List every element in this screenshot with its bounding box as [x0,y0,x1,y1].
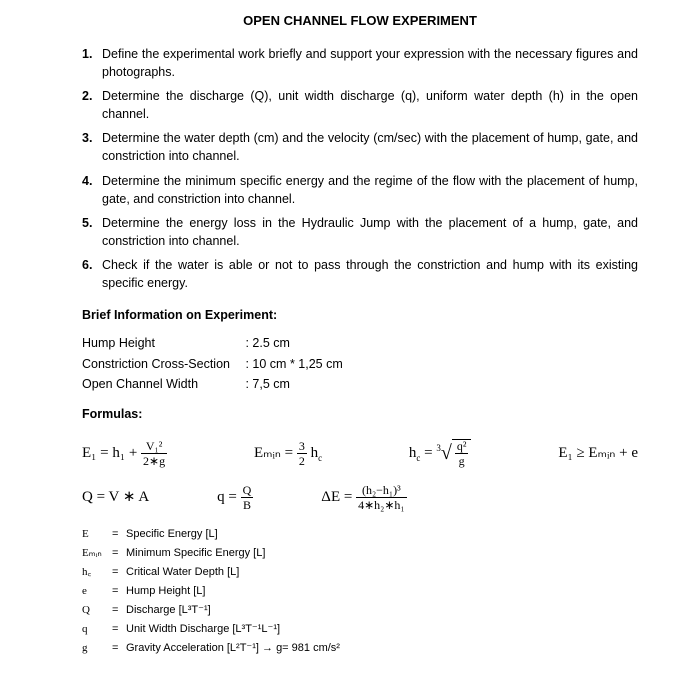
fraction-num: 3 [297,440,307,454]
fraction-num: V₁² [141,440,167,454]
task-item: Define the experimental work briefly and… [82,45,638,81]
param-row: Constriction Cross-Section : 10 cm * 1,2… [82,355,638,373]
param-row: Open Channel Width : 7,5 cm [82,375,638,393]
def-symbol: e [82,584,112,600]
formula-hc: hc = 3√q²g [409,439,472,468]
def-symbol: Eₘᵢₙ [82,546,112,562]
fraction-den: 2∗g [141,454,167,467]
def-text: Critical Water Depth [L] [126,566,239,578]
def-eq: = [112,565,126,581]
def-eq: = [112,584,126,600]
param-value: : 7,5 cm [245,377,289,391]
definition-row: e=Hump Height [L] [82,584,638,600]
definition-row: g=Gravity Acceleration [L²T⁻¹] → g= 981 … [82,641,638,657]
formula-condition: E₁ ≥ Eₘᵢₙ + e [558,443,638,465]
formula-text: h [307,445,318,461]
fraction-num: (h₂−h₁)³ [356,484,406,498]
formula-text: = [420,445,436,461]
definition-row: q=Unit Width Discharge [L³T⁻¹L⁻¹] [82,622,638,638]
formula-de: ΔE = (h₂−h₁)³4∗h₂∗h₁ [321,484,406,511]
task-item: Determine the energy loss in the Hydraul… [82,214,638,250]
def-symbol: Q [82,603,112,619]
def-eq: = [112,527,126,543]
formula-emin: Eₘᵢₙ = 32 hc [254,440,322,467]
formula-e1: E₁ = h₁ + V₁²2∗g [82,440,167,467]
definition-row: h꜀=Critical Water Depth [L] [82,565,638,581]
def-symbol: g [82,641,112,657]
def-text: Specific Energy [L] [126,528,218,540]
formula-text: ΔE = [321,489,356,505]
task-list: Define the experimental work briefly and… [82,45,638,293]
def-text: Unit Width Discharge [L³T⁻¹L⁻¹] [126,623,280,635]
def-text: Minimum Specific Energy [L] [126,547,265,559]
formula-row-2: Q = V ∗ A q = QB ΔE = (h₂−h₁)³4∗h₂∗h₁ [82,484,638,511]
task-item: Check if the water is able or not to pas… [82,256,638,292]
page-title: OPEN CHANNEL FLOW EXPERIMENT [82,12,638,31]
def-text: Discharge [L³T⁻¹] [126,604,211,616]
fraction-den: 2 [297,454,307,467]
def-eq: = [112,546,126,562]
fraction-den: 4∗h₂∗h₁ [356,498,406,511]
param-label: Open Channel Width [82,375,242,393]
definition-row: E=Specific Energy [L] [82,527,638,543]
def-symbol: E [82,527,112,543]
task-item: Determine the water depth (cm) and the v… [82,129,638,165]
def-eq: = [112,603,126,619]
def-eq: = [112,622,126,638]
formula-text: E₁ = h₁ + [82,445,141,461]
document-page: OPEN CHANNEL FLOW EXPERIMENT Define the … [0,0,700,680]
formula-qva: Q = V ∗ A [82,487,149,509]
def-symbol: q [82,622,112,638]
definition-row: Eₘᵢₙ=Minimum Specific Energy [L] [82,546,638,562]
fraction-num: q² [455,440,469,454]
def-text: Hump Height [L] [126,585,205,597]
definition-row: Q=Discharge [L³T⁻¹] [82,603,638,619]
formula-row-1: E₁ = h₁ + V₁²2∗g Eₘᵢₙ = 32 hc hc = 3√q²g… [82,439,638,468]
param-value: : 2.5 cm [245,336,289,350]
param-value: : 10 cm * 1,25 cm [245,357,342,371]
brief-info-heading: Brief Information on Experiment: [82,306,638,324]
fraction-den: B [241,498,254,511]
task-item: Determine the minimum specific energy an… [82,172,638,208]
task-item: Determine the discharge (Q), unit width … [82,87,638,123]
fraction-den: g [455,454,469,467]
param-label: Hump Height [82,334,242,352]
formula-text: Eₘᵢₙ = [254,445,297,461]
param-label: Constriction Cross-Section [82,355,242,373]
formulas-heading: Formulas: [82,405,638,423]
formula-q: q = QB [217,484,253,511]
def-symbol: h꜀ [82,565,112,581]
parameter-block: Hump Height : 2.5 cm Constriction Cross-… [82,334,638,392]
definitions-block: E=Specific Energy [L] Eₘᵢₙ=Minimum Speci… [82,527,638,657]
fraction-num: Q [241,484,254,498]
formula-text: q = [217,489,240,505]
param-row: Hump Height : 2.5 cm [82,334,638,352]
def-eq: = [112,641,126,657]
def-text: Gravity Acceleration [L²T⁻¹] → g= 981 cm… [126,642,340,654]
